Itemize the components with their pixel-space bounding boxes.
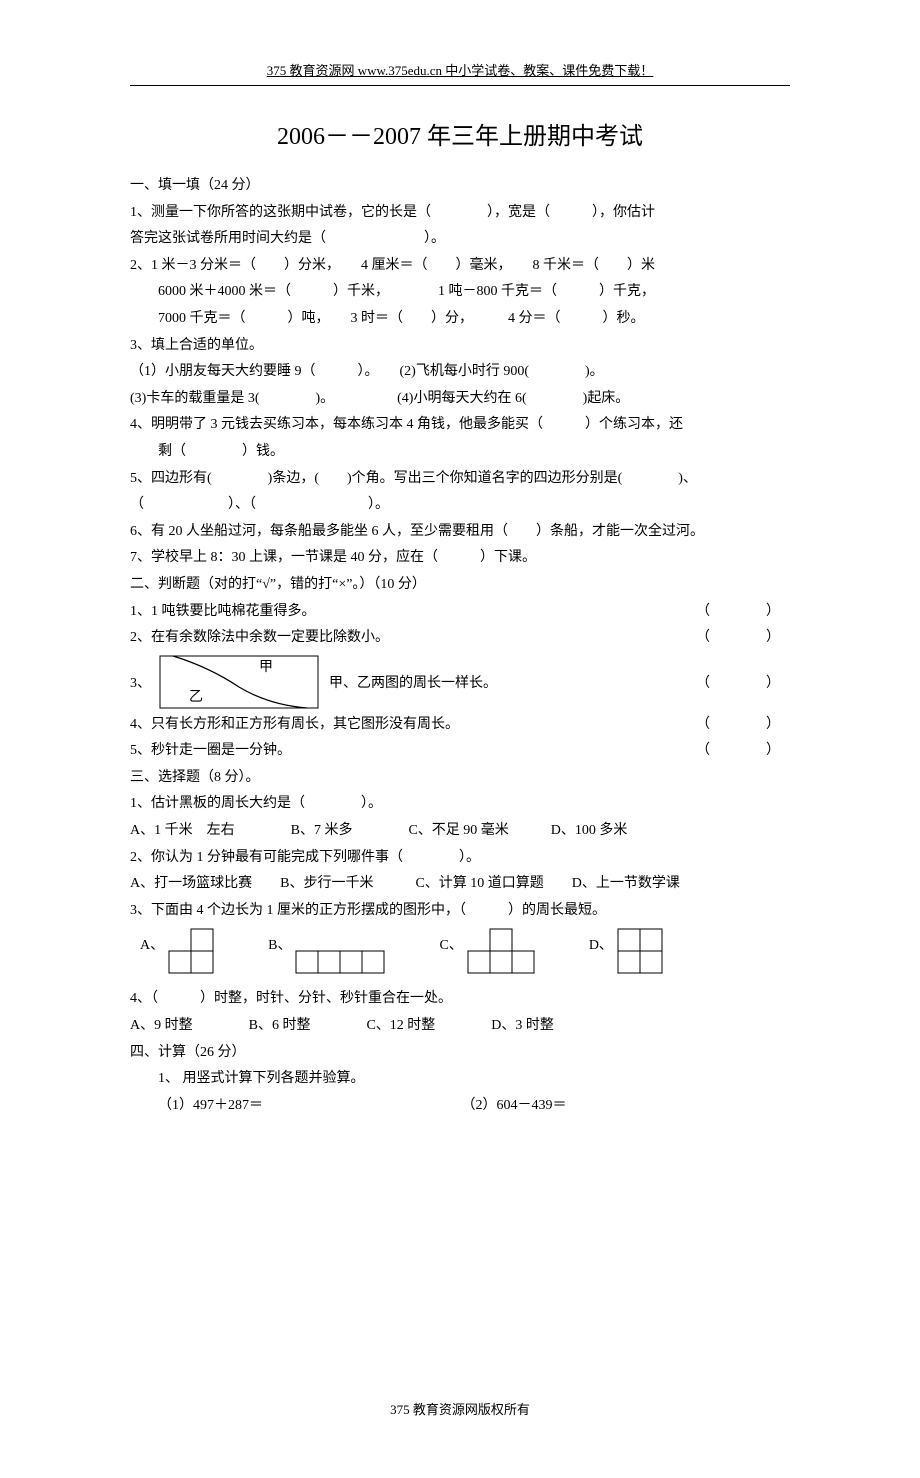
s3-q4: 4、（ ）时整，时针、分针、秒针重合在一处。: [130, 986, 790, 1013]
option-d: D、: [589, 928, 665, 976]
s2-q3-text: 甲、乙两图的周长一样长。: [329, 672, 497, 692]
s3-q2-opts: A、打一场篮球比赛 B、步行一千米 C、计算 10 道口算题 D、上一节数学课: [130, 871, 790, 898]
tetromino-a-icon: [168, 928, 216, 976]
jia-label: 甲: [259, 660, 273, 675]
q2-line-c: 7000 千克＝（ ）吨， 3 时＝（ ）分， 4 分＝（ ）秒。: [130, 306, 790, 333]
header-divider: [130, 85, 790, 86]
s2-q1-text: 1、1 吨铁要比吨棉花重得多。: [130, 604, 316, 619]
q5-line-a: 5、四边形有( )条边，( )个角。写出三个你知道名字的四边形分别是( )、: [130, 466, 790, 493]
s3-q1-opts: A、1 千米 左右 B、7 米多 C、不足 90 毫米 D、100 多米: [130, 818, 790, 845]
perimeter-diagram: 甲 乙: [159, 655, 319, 709]
s2-q4-text: 4、只有长方形和正方形有周长，其它图形没有周长。: [130, 717, 459, 732]
s2-q1: 1、1 吨铁要比吨棉花重得多。 （ ）: [130, 599, 790, 626]
s3-q3: 3、下面由 4 个边长为 1 厘米的正方形摆成的图形中，（ ）的周长最短。: [130, 898, 790, 925]
s3-q1: 1、估计黑板的周长大约是（ ）。: [130, 791, 790, 818]
s2-q3-block: 3、 甲 乙 甲、乙两图的周长一样长。 （ ）: [130, 655, 790, 709]
s3-q4-opts: A、9 时整 B、6 时整 C、12 时整 D、3 时整: [130, 1013, 790, 1040]
page-header: 375 教育资源网 www.375edu.cn 中小学试卷、教案、课件免费下载！: [130, 60, 790, 79]
s4-p1: （1）497＋287＝: [158, 1093, 458, 1120]
page-title: 2006－－2007 年三年上册期中考试: [130, 116, 790, 151]
s2-q5-text: 5、秒针走一圈是一分钟。: [130, 743, 291, 758]
tetromino-d-icon: [617, 928, 665, 976]
section3-head: 三、选择题（8 分）。: [130, 765, 790, 792]
q3-head: 3、填上合适的单位。: [130, 333, 790, 360]
judge-paren: （ ）: [696, 599, 780, 626]
judge-paren: （ ）: [696, 738, 780, 765]
q4-line-b: 剩（ ）钱。: [130, 439, 790, 466]
s3-q2: 2、你认为 1 分钟最有可能完成下列哪件事（ ）。: [130, 845, 790, 872]
judge-paren: （ ）: [696, 625, 780, 652]
option-d-label: D、: [589, 934, 613, 954]
s4-p2: （2）604－439＝: [462, 1098, 567, 1113]
s2-q2: 2、在有余数除法中余数一定要比除数小。 （ ）: [130, 625, 790, 652]
judge-paren: （ ）: [696, 712, 780, 739]
option-a: A、: [140, 928, 216, 976]
tetromino-options: A、 B、 C、: [140, 928, 790, 976]
yi-label: 乙: [189, 689, 203, 705]
option-b: B、: [268, 928, 387, 976]
option-a-label: A、: [140, 934, 164, 954]
section2-head: 二、判断题（对的打“√”，错的打“×”。）（10 分）: [130, 572, 790, 599]
option-b-label: B、: [268, 934, 291, 954]
option-c-label: C、: [439, 934, 462, 954]
s2-q2-text: 2、在有余数除法中余数一定要比除数小。: [130, 630, 389, 645]
q7-line: 7、学校早上 8：30 上课，一节课是 40 分，应在（ ）下课。: [130, 545, 790, 572]
section4-head: 四、计算（26 分）: [130, 1040, 790, 1067]
option-c: C、: [439, 928, 536, 976]
q2-line-a: 2、1 米－3 分米＝（ ）分米， 4 厘米＝（ ）毫米， 8 千米＝（ ）米: [130, 253, 790, 280]
tetromino-c-icon: [467, 928, 537, 976]
judge-paren: （ ）: [696, 672, 780, 692]
s2-q3-prefix: 3、: [130, 672, 151, 692]
s2-q5: 5、秒针走一圈是一分钟。 （ ）: [130, 738, 790, 765]
page-footer: 375 教育资源网版权所有: [130, 1399, 790, 1418]
s4-sub: 1、 用竖式计算下列各题并验算。: [130, 1066, 790, 1093]
q6-line: 6、有 20 人坐船过河，每条船最多能坐 6 人，至少需要租用（ ）条船，才能一…: [130, 519, 790, 546]
tetromino-b-icon: [295, 928, 387, 976]
q1-line-b: 答完这张试卷所用时间大约是（ ）。: [130, 226, 790, 253]
q1-line-a: 1、测量一下你所答的这张期中试卷，它的长是（ ），宽是（ ），你估计: [130, 200, 790, 227]
s4-problems: （1）497＋287＝ （2）604－439＝: [130, 1093, 790, 1120]
section1-head: 一、填一填（24 分）: [130, 173, 790, 200]
s2-q4: 4、只有长方形和正方形有周长，其它图形没有周长。 （ ）: [130, 712, 790, 739]
q2-line-b: 6000 米＋4000 米＝（ ）千米， 1 吨－800 千克＝（ ）千克，: [130, 279, 790, 306]
q3-line-b: (3)卡车的载重量是 3( )。 (4)小明每天大约在 6( )起床。: [130, 386, 790, 413]
q5-line-b: （ ）、（ ）。: [130, 492, 790, 519]
q3-line-a: （1）小朋友每天大约要睡 9（ ）。 (2)飞机每小时行 900( )。: [130, 359, 790, 386]
q4-line-a: 4、明明带了 3 元钱去买练习本，每本练习本 4 角钱，他最多能买（ ）个练习本…: [130, 412, 790, 439]
